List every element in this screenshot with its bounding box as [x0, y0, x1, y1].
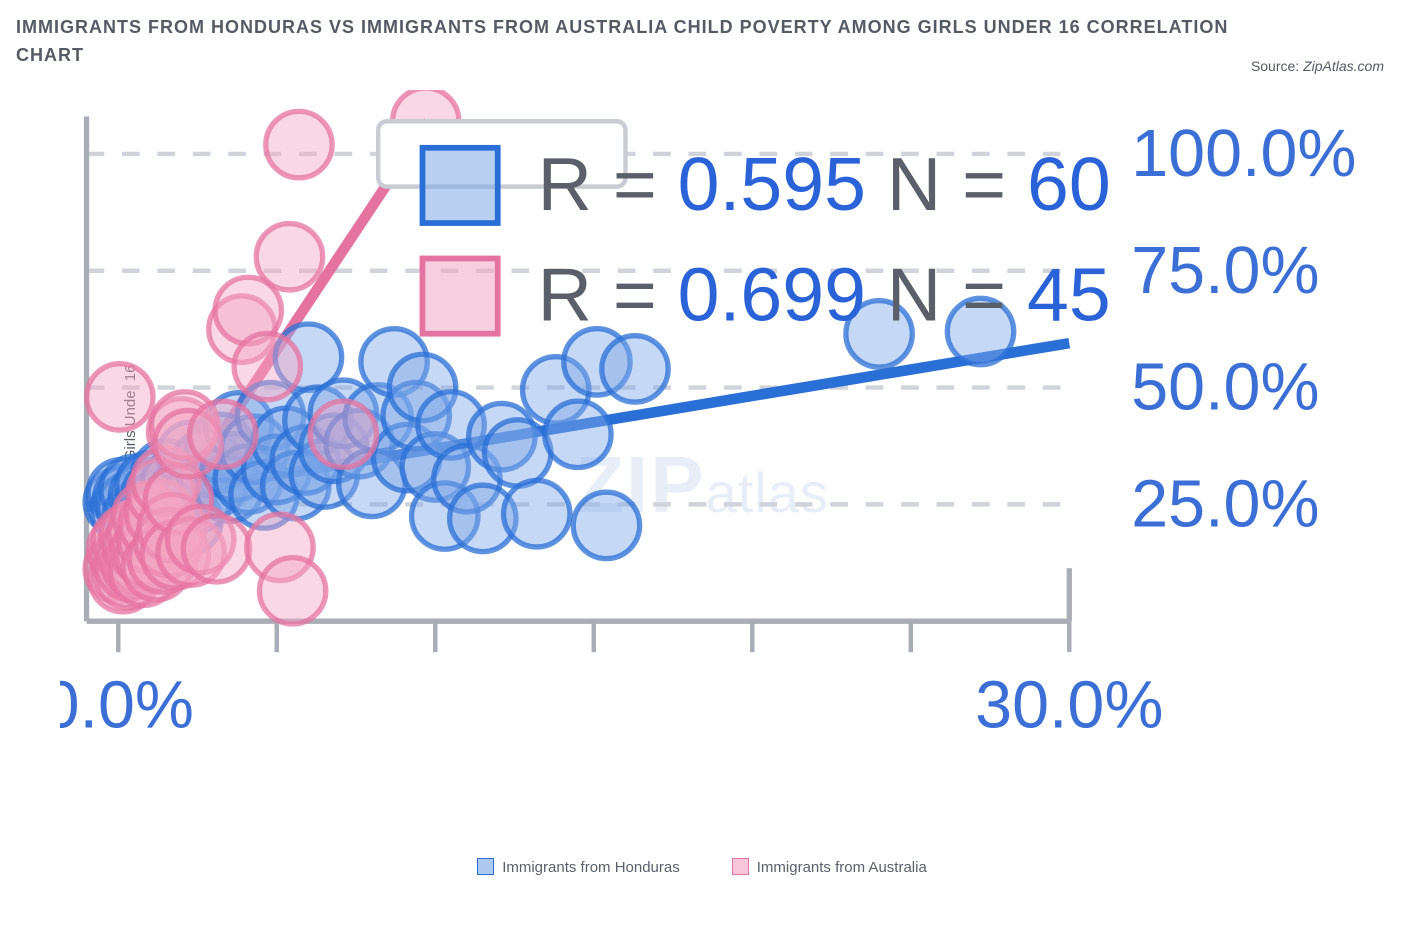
legend-item: Immigrants from Honduras	[477, 858, 680, 876]
point-honduras	[484, 420, 550, 486]
y-tick-label: 100.0%	[1131, 117, 1356, 191]
y-tick-label: 75.0%	[1131, 234, 1319, 308]
source-prefix: Source:	[1251, 58, 1303, 74]
point-australia	[190, 401, 256, 467]
y-tick-label: 50.0%	[1131, 351, 1319, 425]
y-tick-label: 25.0%	[1131, 468, 1319, 542]
source-name: ZipAtlas.com	[1303, 58, 1384, 74]
chart-title: IMMIGRANTS FROM HONDURAS VS IMMIGRANTS F…	[16, 14, 1286, 70]
corr-text: R = 0.699 N = 45	[538, 252, 1111, 336]
point-australia	[256, 224, 322, 290]
legend-label: Immigrants from Australia	[757, 859, 927, 876]
point-honduras	[573, 492, 639, 558]
point-honduras	[504, 481, 570, 547]
legend-swatch	[732, 858, 749, 875]
source-attribution: Source: ZipAtlas.com	[1251, 58, 1384, 74]
point-australia	[266, 111, 332, 177]
x-tick-label: 0.0%	[60, 668, 194, 742]
corr-text: R = 0.595 N = 60	[538, 142, 1111, 226]
legend-label: Immigrants from Honduras	[502, 859, 680, 876]
point-australia	[183, 516, 249, 582]
point-australia	[234, 333, 300, 399]
scatter-plot-svg: 0.0% 30.0% 25.0% 50.0% 75.0% 100.0% R = 0.595 …	[60, 90, 1388, 754]
correlation-box: R = 0.595 N = 60 R = 0.699 N = 45	[378, 121, 1111, 336]
point-honduras	[602, 336, 668, 402]
legend-swatch	[477, 858, 494, 875]
point-australia	[259, 558, 325, 624]
point-australia	[87, 364, 153, 430]
plot-area: Child Poverty Among Girls Under 16 ZIPat…	[16, 90, 1388, 880]
legend-item: Immigrants from Australia	[732, 858, 927, 876]
corr-swatch	[422, 258, 497, 333]
x-tick-label: 30.0%	[975, 668, 1163, 742]
point-australia	[310, 401, 376, 467]
corr-swatch	[422, 148, 497, 223]
point-honduras	[545, 401, 611, 467]
legend-bottom: Immigrants from Honduras Immigrants from …	[16, 858, 1388, 876]
